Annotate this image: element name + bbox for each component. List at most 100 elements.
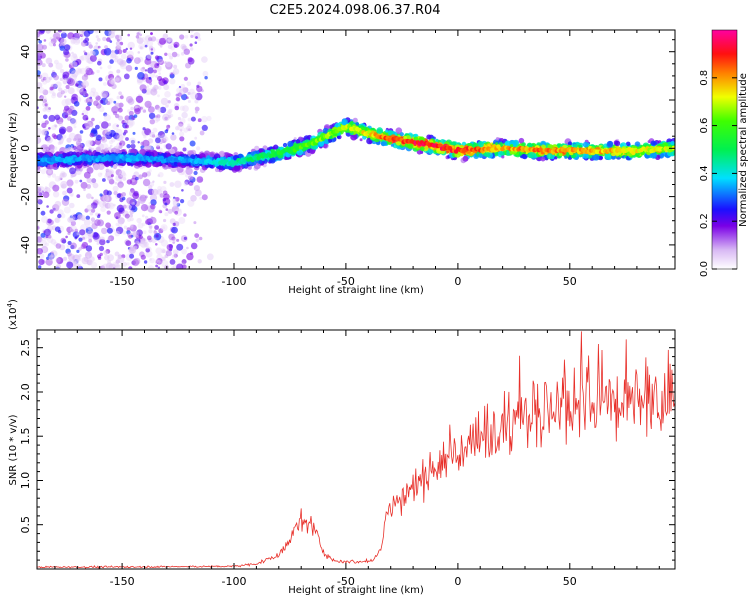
ridge-point	[426, 134, 432, 140]
ridge-point	[435, 138, 439, 142]
noise-dot	[71, 109, 78, 116]
noise-dot	[38, 258, 45, 266]
noise-dot	[173, 196, 176, 200]
noise-dot	[119, 142, 122, 146]
noise-dot	[103, 114, 111, 122]
noise-dot	[176, 238, 180, 242]
noise-dot	[158, 147, 163, 152]
noise-dot	[85, 245, 93, 252]
noise-dot	[71, 61, 78, 68]
noise-dot	[140, 141, 145, 146]
noise-dot	[107, 202, 115, 210]
noise-dot	[118, 174, 123, 180]
noise-dot	[89, 211, 94, 216]
noise-dot	[62, 78, 68, 84]
ridge-point	[670, 140, 675, 146]
noise-dot	[153, 229, 157, 232]
noise-dot	[122, 49, 127, 53]
noise-dot	[169, 78, 176, 85]
noise-dot	[116, 204, 125, 213]
noise-dot	[115, 226, 124, 235]
noise-dot	[112, 106, 119, 112]
noise-dot	[54, 124, 58, 128]
noise-dot	[147, 67, 154, 74]
noise-dot	[115, 174, 123, 182]
ridge-point	[355, 122, 360, 126]
noise-dot	[135, 176, 139, 181]
noise-dot	[172, 222, 176, 226]
noise-dot	[53, 146, 58, 151]
x-tick-label: 0	[454, 275, 461, 288]
noise-dot	[194, 189, 202, 197]
noise-dot	[89, 178, 97, 185]
noise-dot	[170, 134, 177, 141]
noise-dot	[138, 174, 144, 180]
noise-dot	[158, 72, 161, 75]
noise-dot	[169, 55, 174, 60]
ridge-point	[522, 154, 528, 160]
noise-dot	[61, 198, 70, 206]
ridge-point	[169, 148, 176, 155]
noise-dot	[163, 84, 170, 91]
noise-dot	[101, 227, 105, 231]
noise-dot	[83, 39, 87, 44]
noise-dot	[162, 33, 169, 39]
noise-dot	[120, 62, 127, 70]
noise-dot	[126, 197, 134, 205]
noise-dot	[175, 197, 180, 202]
noise-dot	[46, 205, 49, 208]
ridge-point	[582, 152, 589, 159]
noise-dot	[174, 180, 182, 188]
noise-dot	[134, 238, 141, 245]
noise-dot	[50, 254, 54, 258]
y-tick-label: -40	[19, 236, 32, 254]
noise-dot	[142, 66, 146, 70]
noise-dot	[125, 137, 129, 141]
noise-dot	[44, 105, 49, 111]
snr-x-label: Height of straight line (km)	[288, 585, 424, 596]
noise-dot	[177, 116, 181, 121]
noise-dot	[134, 107, 141, 115]
noise-dot	[89, 91, 95, 97]
noise-dot	[115, 45, 121, 51]
noise-dot	[129, 47, 133, 50]
noise-dot	[86, 204, 93, 211]
noise-dot	[79, 88, 87, 96]
noise-dot	[72, 262, 77, 266]
noise-dot	[44, 186, 48, 190]
noise-dot	[166, 37, 172, 43]
ridge-point	[233, 164, 241, 172]
noise-dot	[158, 58, 164, 64]
noise-dot	[108, 77, 116, 85]
noise-dot	[57, 141, 62, 145]
noise-dot	[167, 44, 173, 50]
noise-dot	[142, 172, 148, 178]
ridge-point	[582, 141, 589, 148]
noise-dot	[42, 99, 47, 104]
noise-dot	[178, 208, 182, 212]
noise-dot	[62, 80, 67, 85]
noise-dot	[193, 32, 201, 40]
noise-dot	[193, 221, 197, 225]
noise-dot	[59, 140, 64, 145]
noise-dot	[108, 73, 115, 80]
noise-dot	[106, 37, 111, 42]
noise-dot	[114, 75, 122, 83]
ridge-point	[254, 145, 260, 151]
noise-dot	[82, 114, 89, 121]
noise-dot	[106, 227, 113, 234]
noise-dot	[158, 59, 164, 65]
noise-dot	[39, 30, 45, 34]
noise-dot	[45, 242, 49, 247]
noise-dot	[150, 204, 156, 210]
noise-dot	[181, 93, 188, 101]
noise-dot	[112, 123, 119, 130]
noise-dot	[97, 219, 104, 227]
noise-dot	[115, 259, 121, 264]
noise-dot	[48, 76, 53, 81]
noise-dot	[44, 76, 51, 83]
ridge-point	[118, 150, 123, 154]
noise-dot	[60, 32, 67, 39]
noise-dot	[142, 109, 147, 113]
